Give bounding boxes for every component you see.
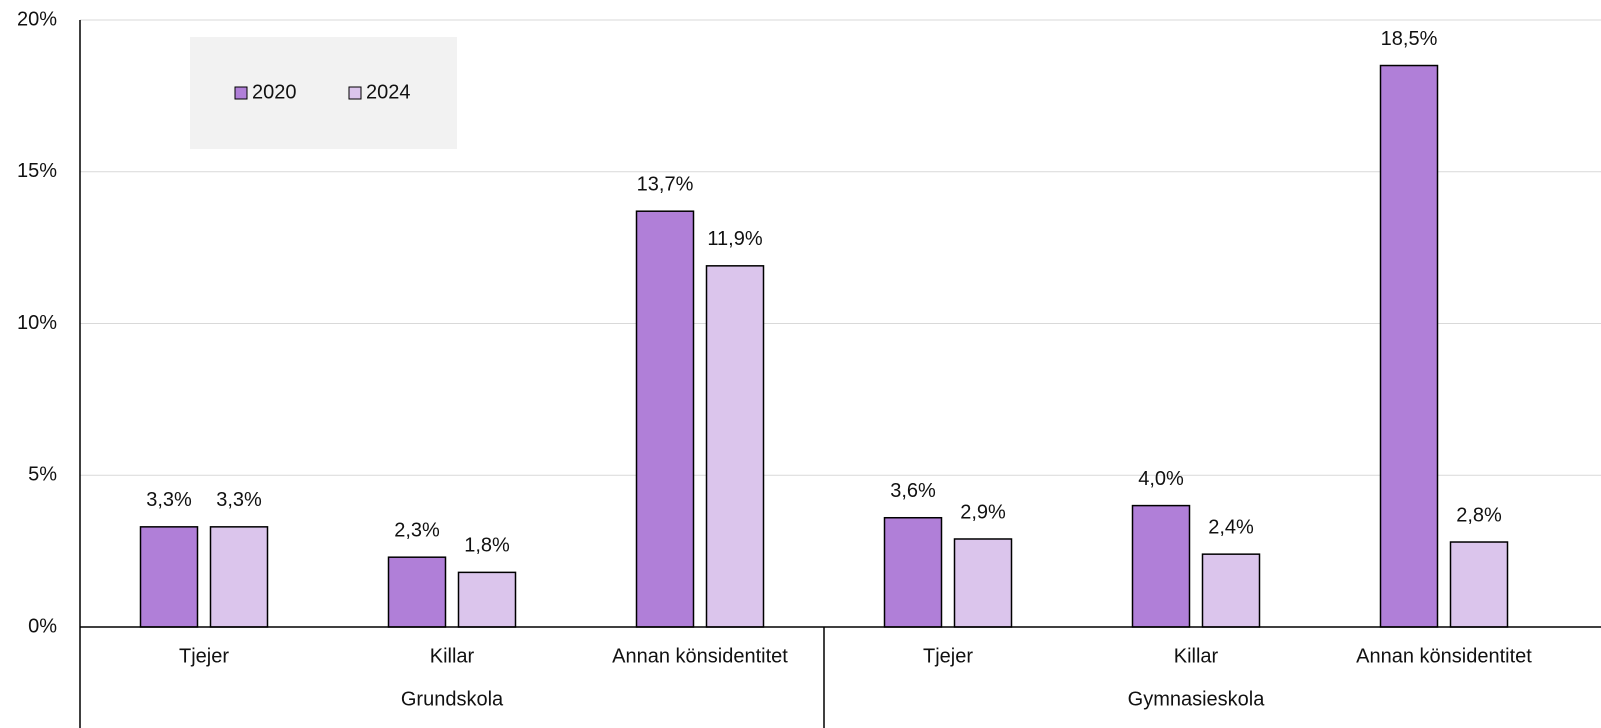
x-tick-label: Annan könsidentitet — [612, 645, 788, 667]
data-label: 3,6% — [890, 480, 936, 502]
data-label: 13,7% — [637, 173, 694, 195]
data-label: 4,0% — [1138, 468, 1184, 490]
data-label: 3,3% — [216, 489, 262, 511]
data-label: 2,3% — [394, 519, 440, 541]
bar — [705, 265, 765, 628]
x-tick-label: Tjejer — [923, 645, 973, 667]
data-label: 3,3% — [146, 489, 192, 511]
x-tick-label: Killar — [430, 645, 475, 667]
x-tick-label: Tjejer — [179, 645, 229, 667]
y-tick-label: 20% — [17, 8, 57, 30]
legend-label: 2020 — [252, 81, 297, 103]
bar — [1131, 504, 1191, 628]
bar — [209, 526, 269, 628]
data-label: 2,8% — [1456, 504, 1502, 526]
y-tick-label: 5% — [28, 464, 57, 486]
bar — [883, 516, 943, 628]
data-label: 1,8% — [464, 535, 510, 557]
legend-swatch — [348, 86, 362, 100]
x-tick-label: Annan könsidentitet — [1356, 645, 1532, 667]
group-label: Gymnasieskola — [1128, 688, 1266, 710]
bar — [139, 526, 199, 628]
bar — [387, 556, 447, 628]
legend-box — [190, 37, 457, 149]
data-label: 2,4% — [1208, 516, 1254, 538]
data-label: 18,5% — [1381, 28, 1438, 50]
data-label: 2,9% — [960, 501, 1006, 523]
bar — [635, 210, 695, 628]
bar — [1379, 64, 1439, 628]
data-label: 11,9% — [707, 228, 762, 250]
y-tick-label: 0% — [28, 615, 57, 637]
bar — [1449, 541, 1509, 628]
legend-swatch — [234, 86, 248, 100]
bar — [457, 571, 517, 628]
legend-label: 2024 — [366, 81, 411, 103]
y-tick-label: 15% — [17, 160, 57, 182]
bar — [953, 538, 1013, 628]
y-tick-label: 10% — [17, 312, 57, 334]
group-label: Grundskola — [401, 688, 504, 710]
x-tick-label: Killar — [1174, 645, 1219, 667]
bar — [1201, 553, 1261, 628]
